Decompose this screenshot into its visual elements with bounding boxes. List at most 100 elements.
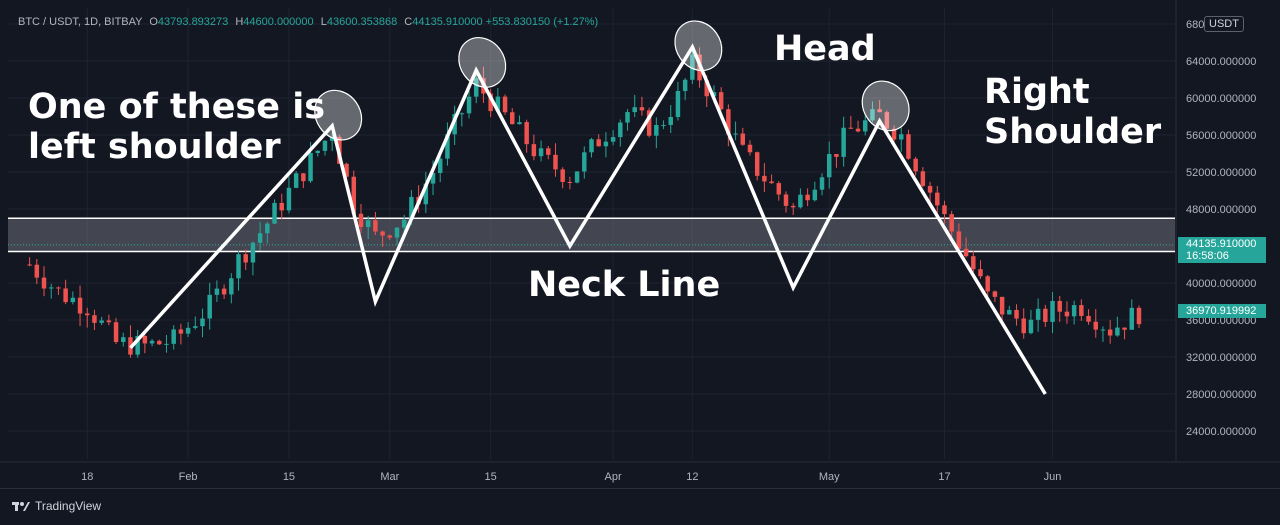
candle: [1107, 320, 1113, 344]
candle: [639, 96, 645, 116]
annotation-right-shoulder-line-2: Shoulder: [984, 112, 1162, 152]
candle-body: [322, 140, 328, 151]
time-tick-label: Mar: [380, 471, 399, 483]
candle-body: [178, 329, 184, 334]
candle: [661, 120, 666, 130]
candle-body: [409, 196, 414, 220]
neckline-band: [8, 217, 1175, 253]
candle: [603, 132, 609, 158]
head-and-shoulders-path: [129, 43, 1047, 395]
price-tick-label: 48000.000000: [1186, 204, 1256, 216]
candle: [236, 250, 241, 291]
candle: [920, 167, 926, 188]
candle: [747, 140, 753, 156]
candle: [164, 335, 169, 353]
price-tick-label: 64000.000000: [1186, 56, 1256, 68]
candle-body: [351, 176, 357, 214]
candle: [34, 258, 40, 285]
candle: [265, 221, 270, 244]
low-value: 43600.353868: [326, 16, 398, 28]
high-label: H: [235, 16, 244, 28]
candle-body: [603, 141, 609, 147]
candle: [927, 181, 933, 204]
candle: [1064, 301, 1070, 324]
price-axis[interactable]: 680 64000.000000 60000.000000 56000.000000 5…: [1175, 0, 1280, 462]
candle: [589, 137, 594, 158]
candle: [524, 119, 529, 153]
candle-body: [596, 139, 601, 147]
candle: [221, 284, 227, 300]
candle: [185, 322, 191, 338]
candle-body: [567, 181, 573, 183]
candle: [1086, 309, 1091, 325]
candle-body: [135, 335, 140, 355]
candle: [85, 307, 90, 328]
candle-body: [445, 134, 450, 159]
candle: [805, 188, 810, 207]
candle-body: [48, 287, 54, 289]
tradingview-logo[interactable]: TradingView: [12, 499, 101, 513]
candle: [517, 115, 522, 125]
candle: [92, 309, 97, 330]
candle-body: [510, 112, 515, 125]
time-tick-label: 17: [938, 471, 950, 483]
time-tick-label: 15: [283, 471, 295, 483]
low-label: L: [320, 16, 327, 28]
candle-body: [207, 294, 212, 319]
candle: [855, 120, 861, 133]
candle: [646, 107, 652, 138]
currency-unit-button[interactable]: USDT: [1204, 16, 1244, 32]
candle: [373, 211, 378, 236]
candle-body: [41, 277, 47, 289]
open-label: O: [149, 16, 158, 28]
price-tick-label: 32000.000000: [1186, 352, 1256, 364]
candle: [776, 181, 782, 201]
candle-body: [625, 112, 630, 123]
candle-body: [171, 329, 176, 344]
candle-body: [884, 112, 890, 129]
candle: [618, 119, 623, 147]
candle-body: [899, 134, 904, 140]
candle: [1043, 304, 1048, 327]
candle: [949, 210, 954, 242]
time-tick-label: Feb: [179, 471, 198, 483]
candle: [798, 188, 803, 209]
candle: [1093, 309, 1098, 338]
symbol-name[interactable]: BTC / USDT, 1D, BITBAY: [18, 16, 143, 28]
candle-body: [214, 288, 220, 295]
candle: [48, 283, 54, 299]
candle: [329, 133, 335, 152]
candle: [963, 237, 969, 258]
candle-body: [236, 254, 241, 279]
candle-body: [63, 288, 68, 303]
candle-body: [805, 194, 810, 201]
candle-body: [373, 220, 378, 232]
candle: [754, 151, 760, 181]
candle-body: [1122, 327, 1127, 330]
candle: [1007, 305, 1012, 315]
candle: [1122, 327, 1127, 340]
candle-body: [1057, 300, 1062, 312]
price-tick-label: 40000.000000: [1186, 278, 1256, 290]
candle-body: [430, 173, 436, 184]
candle: [394, 227, 400, 246]
candle: [77, 285, 83, 327]
candle-body: [423, 183, 429, 205]
candle-body: [682, 79, 688, 92]
candle: [41, 266, 47, 297]
annotation-head: Head: [774, 29, 876, 69]
candle-body: [92, 315, 97, 323]
last-price-tag: 44135.910000 16:58:06: [1178, 237, 1266, 263]
annotation-left-shoulder-line-2: left shoulder: [28, 127, 281, 167]
time-axis[interactable]: 18 Feb 15 Mar 15 Apr 12 May 17 Jun: [0, 461, 1280, 483]
candle-body: [437, 158, 443, 174]
candle: [870, 101, 875, 123]
change-value: +553.830150 (+1.27%): [485, 16, 599, 28]
candle: [243, 249, 248, 271]
candle: [783, 191, 789, 213]
candle: [1071, 300, 1077, 325]
price-tick-label: 36000.000000: [1186, 315, 1256, 327]
candle-body: [704, 80, 709, 97]
time-tick-label: Apr: [605, 471, 622, 483]
